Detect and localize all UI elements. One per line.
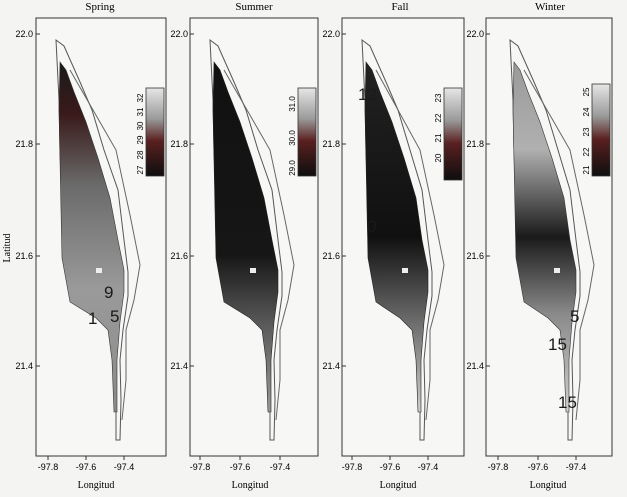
colorbar-tick: 21 — [434, 133, 443, 142]
island-patch — [250, 268, 256, 273]
panel-fall: Fall 23 22 21 20 12 17 0 22.0 21.8 21.6 … — [322, 1, 465, 491]
panel-title: Summer — [235, 1, 273, 13]
colorbar-tick: 28 — [136, 150, 145, 159]
y-axis-ticks: 22.0 21.8 21.6 21.4 — [170, 29, 194, 371]
y-axis-ticks: 22.0 21.8 21.6 21.4 — [466, 29, 490, 371]
colorbar-tick: 29.0 — [288, 160, 297, 176]
x-axis-label: Longitud — [530, 480, 567, 491]
contour-label: 15 — [548, 335, 567, 354]
x-tick-label: -97.6 — [76, 462, 97, 472]
y-axis-ticks: 22.0 21.8 21.6 21.4 — [15, 29, 40, 371]
colorbar-tick: 25 — [582, 87, 591, 96]
colorbar-tick: 20 — [434, 153, 443, 162]
colorbar-tick: 22 — [434, 113, 443, 122]
y-tick-label: 21.4 — [466, 361, 484, 371]
colorbar-tick: 21 — [582, 165, 591, 174]
x-axis-label: Longitud — [78, 480, 115, 491]
contour-label: 15 — [558, 393, 577, 412]
y-tick-label: 21.6 — [322, 251, 340, 261]
panel-summer: Summer 31.0 30.0 29.0 22.0 21.8 21.6 21.… — [170, 1, 319, 491]
contour-label: 17 — [366, 121, 385, 140]
contour-label: 5 — [110, 307, 119, 326]
y-tick-label: 22.0 — [322, 29, 340, 39]
x-tick-label: -97.8 — [38, 462, 59, 472]
temperature-field — [364, 61, 429, 413]
island-patch — [554, 268, 560, 273]
y-tick-label: 22.0 — [466, 29, 484, 39]
colorbar — [443, 87, 463, 181]
colorbar-ticks: 31.0 30.0 29.0 — [288, 96, 297, 176]
colorbar-tick: 22 — [582, 147, 591, 156]
panel-title: Spring — [85, 1, 115, 13]
contour-label: 1 — [88, 309, 97, 328]
x-tick-label: -97.4 — [566, 462, 587, 472]
panel-title: Winter — [535, 1, 565, 13]
colorbar-tick: 31 — [136, 107, 145, 116]
temperature-field — [212, 61, 279, 413]
colorbar-tick: 32 — [136, 93, 145, 102]
colorbar-ticks: 23 22 21 20 — [434, 93, 443, 162]
y-tick-label: 21.6 — [15, 251, 33, 261]
barrier-island-outline — [523, 69, 595, 421]
x-tick-label: -97.4 — [418, 462, 439, 472]
barrier-island-outline — [69, 69, 141, 421]
colorbar — [145, 87, 165, 177]
contour-label: 0 — [367, 217, 376, 236]
y-tick-label: 21.8 — [466, 139, 484, 149]
colorbar — [297, 87, 317, 177]
y-tick-label: 21.8 — [15, 139, 33, 149]
x-tick-label: -97.6 — [380, 462, 401, 472]
x-axis-label: Longitud — [232, 480, 269, 491]
y-tick-label: 21.6 — [466, 251, 484, 261]
barrier-island-outline — [375, 69, 445, 421]
x-tick-label: -97.4 — [270, 462, 291, 472]
y-tick-label: 21.4 — [322, 361, 340, 371]
x-axis-ticks: -97.8 -97.6 -97.4 — [342, 456, 439, 472]
colorbar-tick: 29 — [136, 135, 145, 144]
x-tick-label: -97.6 — [528, 462, 549, 472]
colorbar-tick: 30 — [136, 121, 145, 130]
y-tick-label: 21.6 — [170, 251, 188, 261]
x-axis-ticks: -97.8 -97.6 -97.4 — [190, 456, 291, 472]
colorbar-tick: 31.0 — [288, 96, 297, 112]
y-tick-label: 21.8 — [170, 139, 188, 149]
y-tick-label: 22.0 — [15, 29, 33, 39]
temperature-field — [58, 61, 125, 413]
x-tick-label: -97.6 — [230, 462, 251, 472]
colorbar-tick: 23 — [582, 127, 591, 136]
colorbar-tick: 24 — [582, 107, 591, 116]
contour-label: 9 — [104, 283, 113, 302]
y-tick-label: 21.8 — [322, 139, 340, 149]
x-tick-label: -97.8 — [190, 462, 211, 472]
colorbar-tick: 27 — [136, 165, 145, 174]
contour-label: 5 — [570, 307, 579, 326]
panel-spring: Spring 32 31 30 29 28 27 9 1 5 22.0 21.8… — [15, 1, 167, 491]
x-axis-ticks: -97.8 -97.6 -97.4 — [38, 456, 135, 472]
panel-title: Fall — [391, 1, 408, 13]
x-tick-label: -97.8 — [342, 462, 363, 472]
x-axis-label: Longitud — [380, 480, 417, 491]
panel-winter: Winter 25 24 23 22 21 5 15 15 22.0 21.8 … — [466, 1, 613, 491]
x-tick-label: -97.8 — [488, 462, 509, 472]
colorbar — [591, 83, 611, 177]
y-axis-ticks: 22.0 21.8 21.6 21.4 — [322, 29, 346, 371]
colorbar-tick: 23 — [434, 93, 443, 102]
colorbar-ticks: 25 24 23 22 21 — [582, 87, 591, 174]
y-axis-label: Latitud — [2, 234, 13, 263]
island-patch — [402, 268, 408, 273]
y-tick-label: 22.0 — [170, 29, 188, 39]
colorbar-tick: 30.0 — [288, 130, 297, 146]
temperature-field — [512, 61, 577, 413]
barrier-island-outline — [223, 69, 295, 421]
x-axis-ticks: -97.8 -97.6 -97.4 — [488, 456, 587, 472]
colorbar-ticks: 32 31 30 29 28 27 — [136, 93, 145, 174]
contour-label: 12 — [358, 85, 377, 104]
x-tick-label: -97.4 — [114, 462, 135, 472]
island-patch — [96, 268, 102, 273]
y-tick-label: 21.4 — [170, 361, 188, 371]
y-tick-label: 21.4 — [15, 361, 33, 371]
